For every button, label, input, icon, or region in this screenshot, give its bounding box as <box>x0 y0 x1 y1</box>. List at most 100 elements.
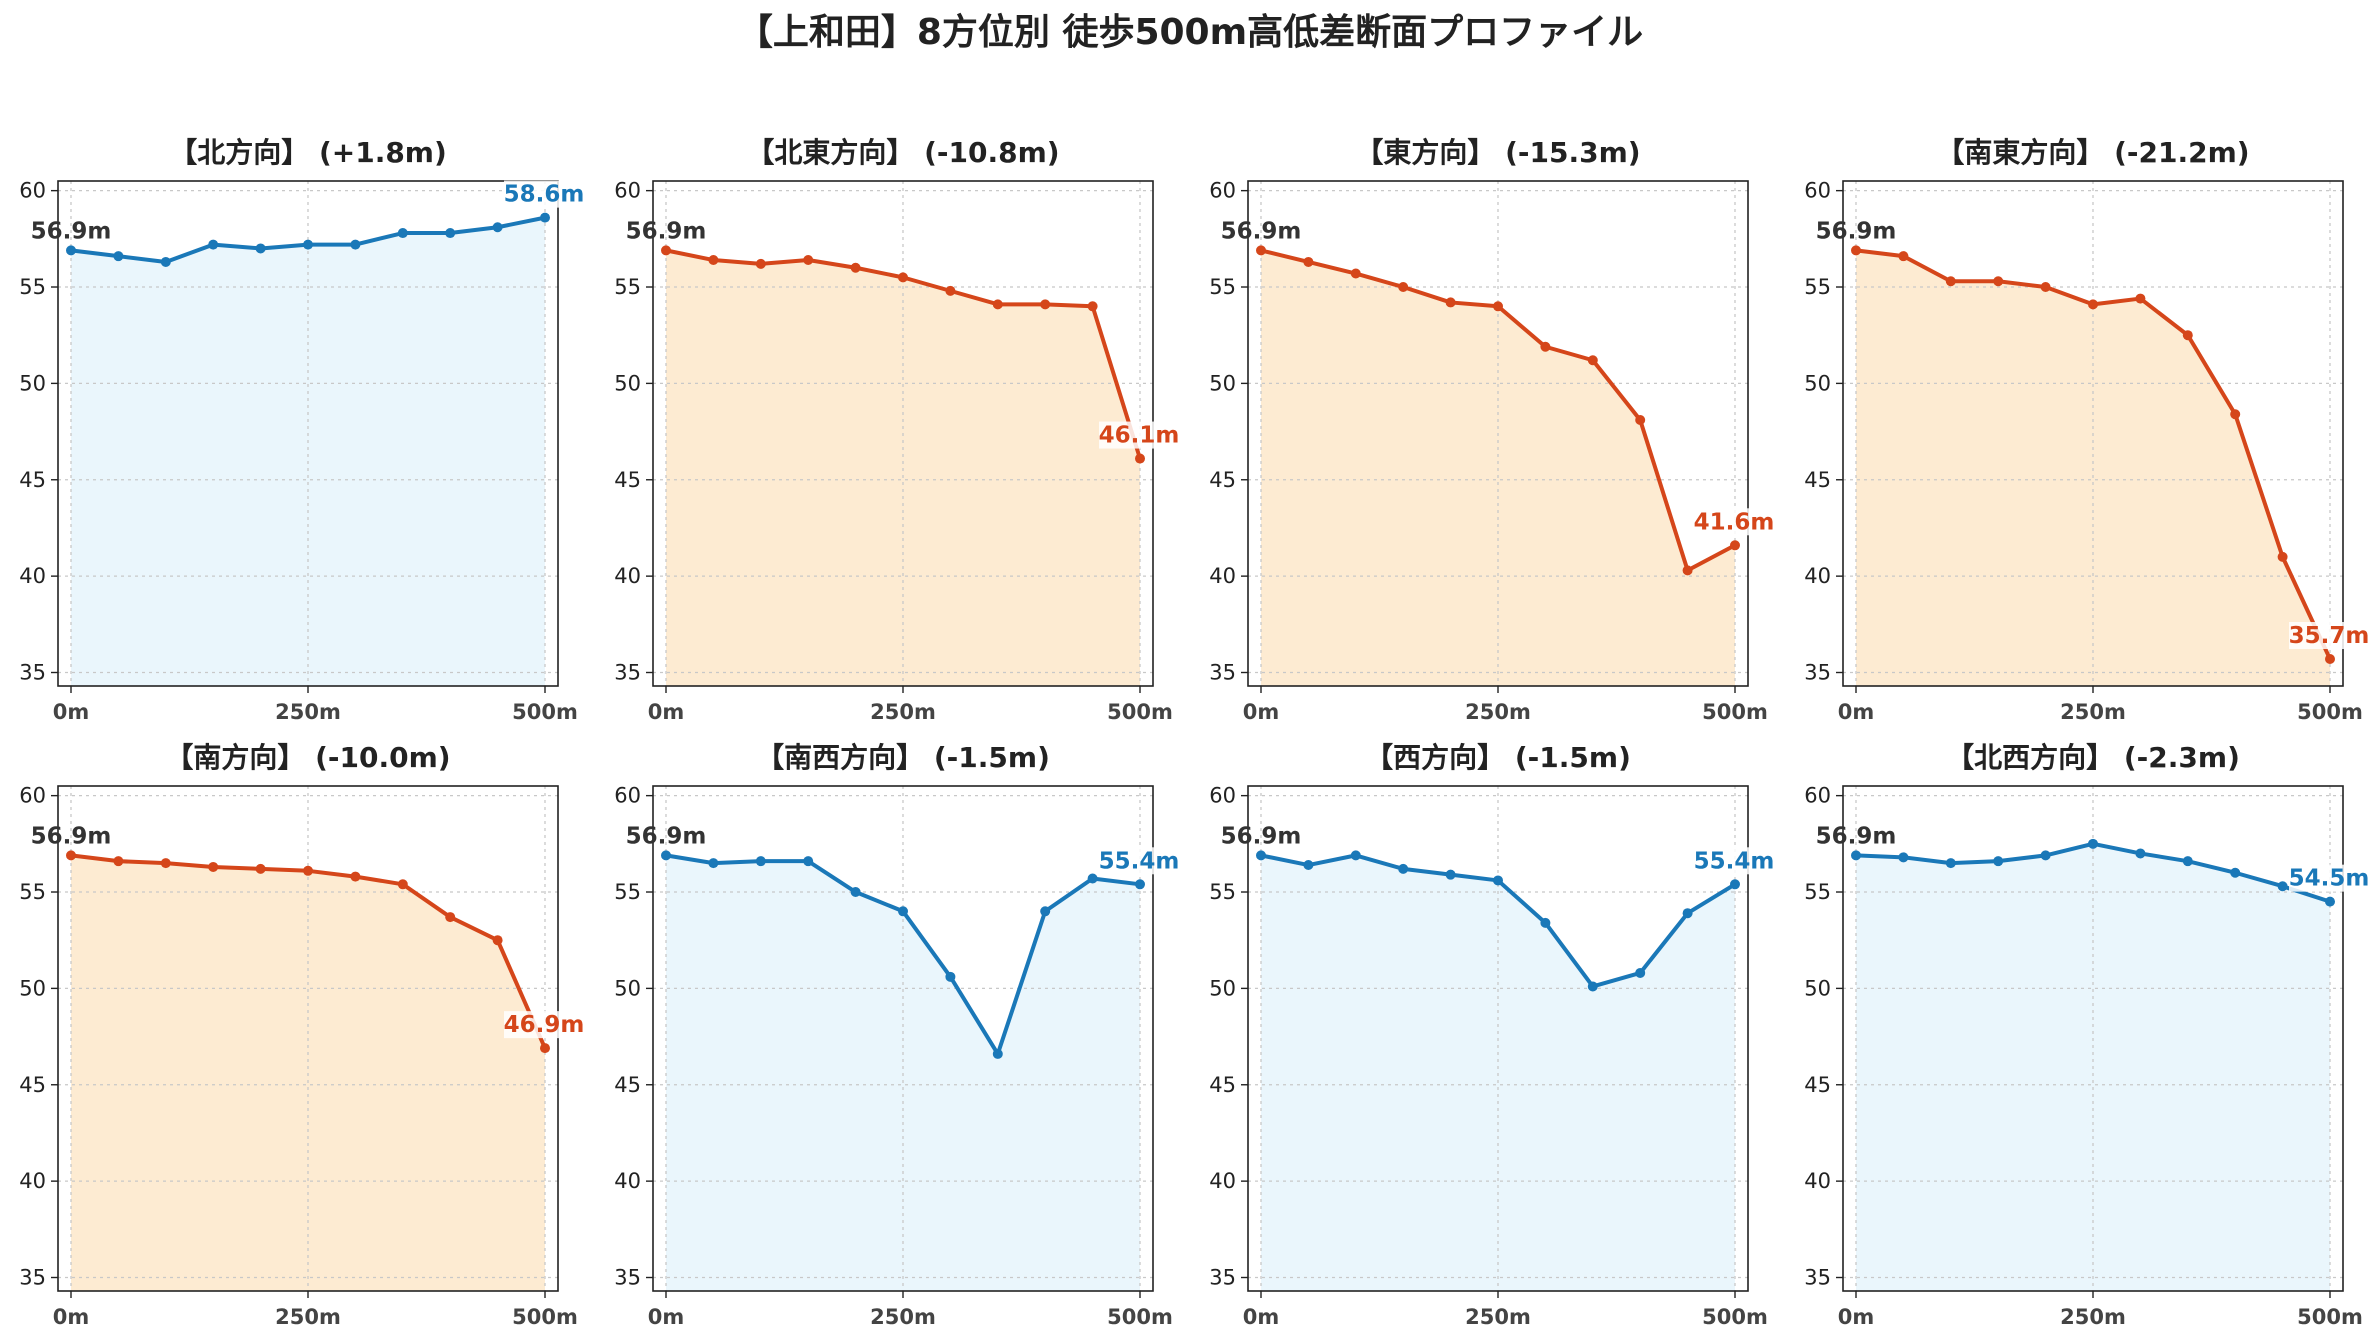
panel-title: 【南西方向】 (-1.5m) <box>756 741 1050 774</box>
data-point <box>661 850 671 861</box>
y-tick-label: 50 <box>1209 371 1236 395</box>
end-label-background <box>2289 622 2369 650</box>
y-tick-label: 55 <box>1209 880 1236 904</box>
panel-title: 【南方向】 (-10.0m) <box>165 741 450 774</box>
x-tick-label: 250m <box>2060 700 2126 724</box>
data-point <box>2325 896 2335 907</box>
data-point <box>160 858 171 869</box>
data-point <box>1135 453 1145 464</box>
x-tick-label: 500m <box>1702 1305 1768 1329</box>
y-tick-label: 60 <box>1209 784 1236 808</box>
end-elevation-label: 46.9m <box>504 1012 585 1038</box>
data-point <box>898 906 908 917</box>
x-tick-label: 0m <box>1838 1305 1875 1329</box>
panel-title: 【南東方向】 (-21.2m) <box>1936 136 2249 169</box>
y-tick-label: 45 <box>19 1073 46 1097</box>
data-point <box>2230 409 2241 420</box>
end-label-background <box>504 1011 584 1039</box>
data-point <box>540 212 550 223</box>
x-tick-label: 250m <box>870 1305 936 1329</box>
data-point <box>898 272 908 283</box>
end-elevation-label: 46.1m <box>1099 423 1180 449</box>
data-point <box>1851 245 1861 256</box>
data-point <box>540 1043 550 1054</box>
data-point <box>1493 875 1503 886</box>
x-tick-label: 250m <box>1465 1305 1531 1329</box>
data-point <box>2325 654 2335 665</box>
y-tick-label: 55 <box>1804 880 1831 904</box>
data-point <box>2182 856 2193 867</box>
data-point <box>350 239 361 250</box>
x-tick-label: 250m <box>870 700 936 724</box>
y-tick-label: 60 <box>1804 179 1831 203</box>
y-tick-label: 45 <box>614 468 641 492</box>
data-point <box>1445 869 1456 880</box>
x-tick-label: 250m <box>275 700 341 724</box>
panel-title: 【北西方向】 (-2.3m) <box>1946 741 2240 774</box>
data-point <box>708 255 719 266</box>
data-point <box>1087 301 1098 312</box>
y-tick-label: 55 <box>19 275 46 299</box>
start-elevation-label: 56.9m <box>31 218 112 244</box>
end-elevation-label: 41.6m <box>1694 509 1775 535</box>
y-tick-label: 55 <box>1804 275 1831 299</box>
end-label-background <box>2289 864 2369 892</box>
y-tick-label: 35 <box>1804 661 1831 685</box>
x-tick-label: 0m <box>53 700 90 724</box>
x-tick-label: 500m <box>2297 700 2363 724</box>
data-point <box>492 935 503 946</box>
profile-area <box>71 217 545 686</box>
data-point <box>755 258 766 269</box>
data-point <box>1682 565 1693 576</box>
data-point <box>2182 330 2193 341</box>
end-elevation-label: 55.4m <box>1099 848 1180 874</box>
data-point <box>992 1048 1003 1059</box>
data-point <box>397 228 408 239</box>
data-point <box>113 251 124 262</box>
data-point <box>850 887 861 898</box>
panel-title: 【東方向】 (-15.3m) <box>1355 136 1640 169</box>
y-tick-label: 60 <box>1209 179 1236 203</box>
y-tick-label: 55 <box>1209 275 1236 299</box>
y-tick-label: 50 <box>614 371 641 395</box>
data-point <box>2040 850 2051 861</box>
end-label-background <box>1099 421 1179 449</box>
y-tick-label: 45 <box>1209 468 1236 492</box>
x-tick-label: 500m <box>1107 1305 1173 1329</box>
data-point <box>1635 415 1646 426</box>
data-point <box>445 912 456 923</box>
panel-7: 35 40 45 50 55 60 0m 250m 500m 【西方向】 (-1.5m) 56.9m… <box>1209 741 1774 1329</box>
y-tick-label: 60 <box>19 784 46 808</box>
data-point <box>2135 293 2146 304</box>
data-point <box>2088 838 2098 849</box>
x-tick-label: 250m <box>275 1305 341 1329</box>
data-point <box>303 865 313 876</box>
y-tick-label: 60 <box>614 784 641 808</box>
data-point <box>1730 879 1740 890</box>
data-point <box>1303 860 1314 871</box>
data-point <box>945 285 956 296</box>
y-tick-label: 40 <box>1804 564 1831 588</box>
data-point <box>2277 881 2288 892</box>
data-point <box>1256 245 1266 256</box>
data-point <box>255 243 266 254</box>
data-point <box>1040 906 1051 917</box>
data-point <box>1493 301 1503 312</box>
data-point <box>1087 873 1098 884</box>
data-point <box>113 856 124 867</box>
end-label-background <box>1694 508 1774 536</box>
data-point <box>1635 967 1646 978</box>
x-tick-label: 250m <box>2060 1305 2126 1329</box>
y-tick-label: 50 <box>1804 976 1831 1000</box>
data-point <box>397 879 408 890</box>
data-point <box>2230 867 2241 878</box>
data-point <box>1398 863 1409 874</box>
data-point <box>1993 856 2004 867</box>
data-point <box>1350 850 1361 861</box>
data-point <box>1350 268 1361 279</box>
y-tick-label: 50 <box>1804 371 1831 395</box>
data-point <box>208 239 219 250</box>
data-point <box>350 871 361 882</box>
